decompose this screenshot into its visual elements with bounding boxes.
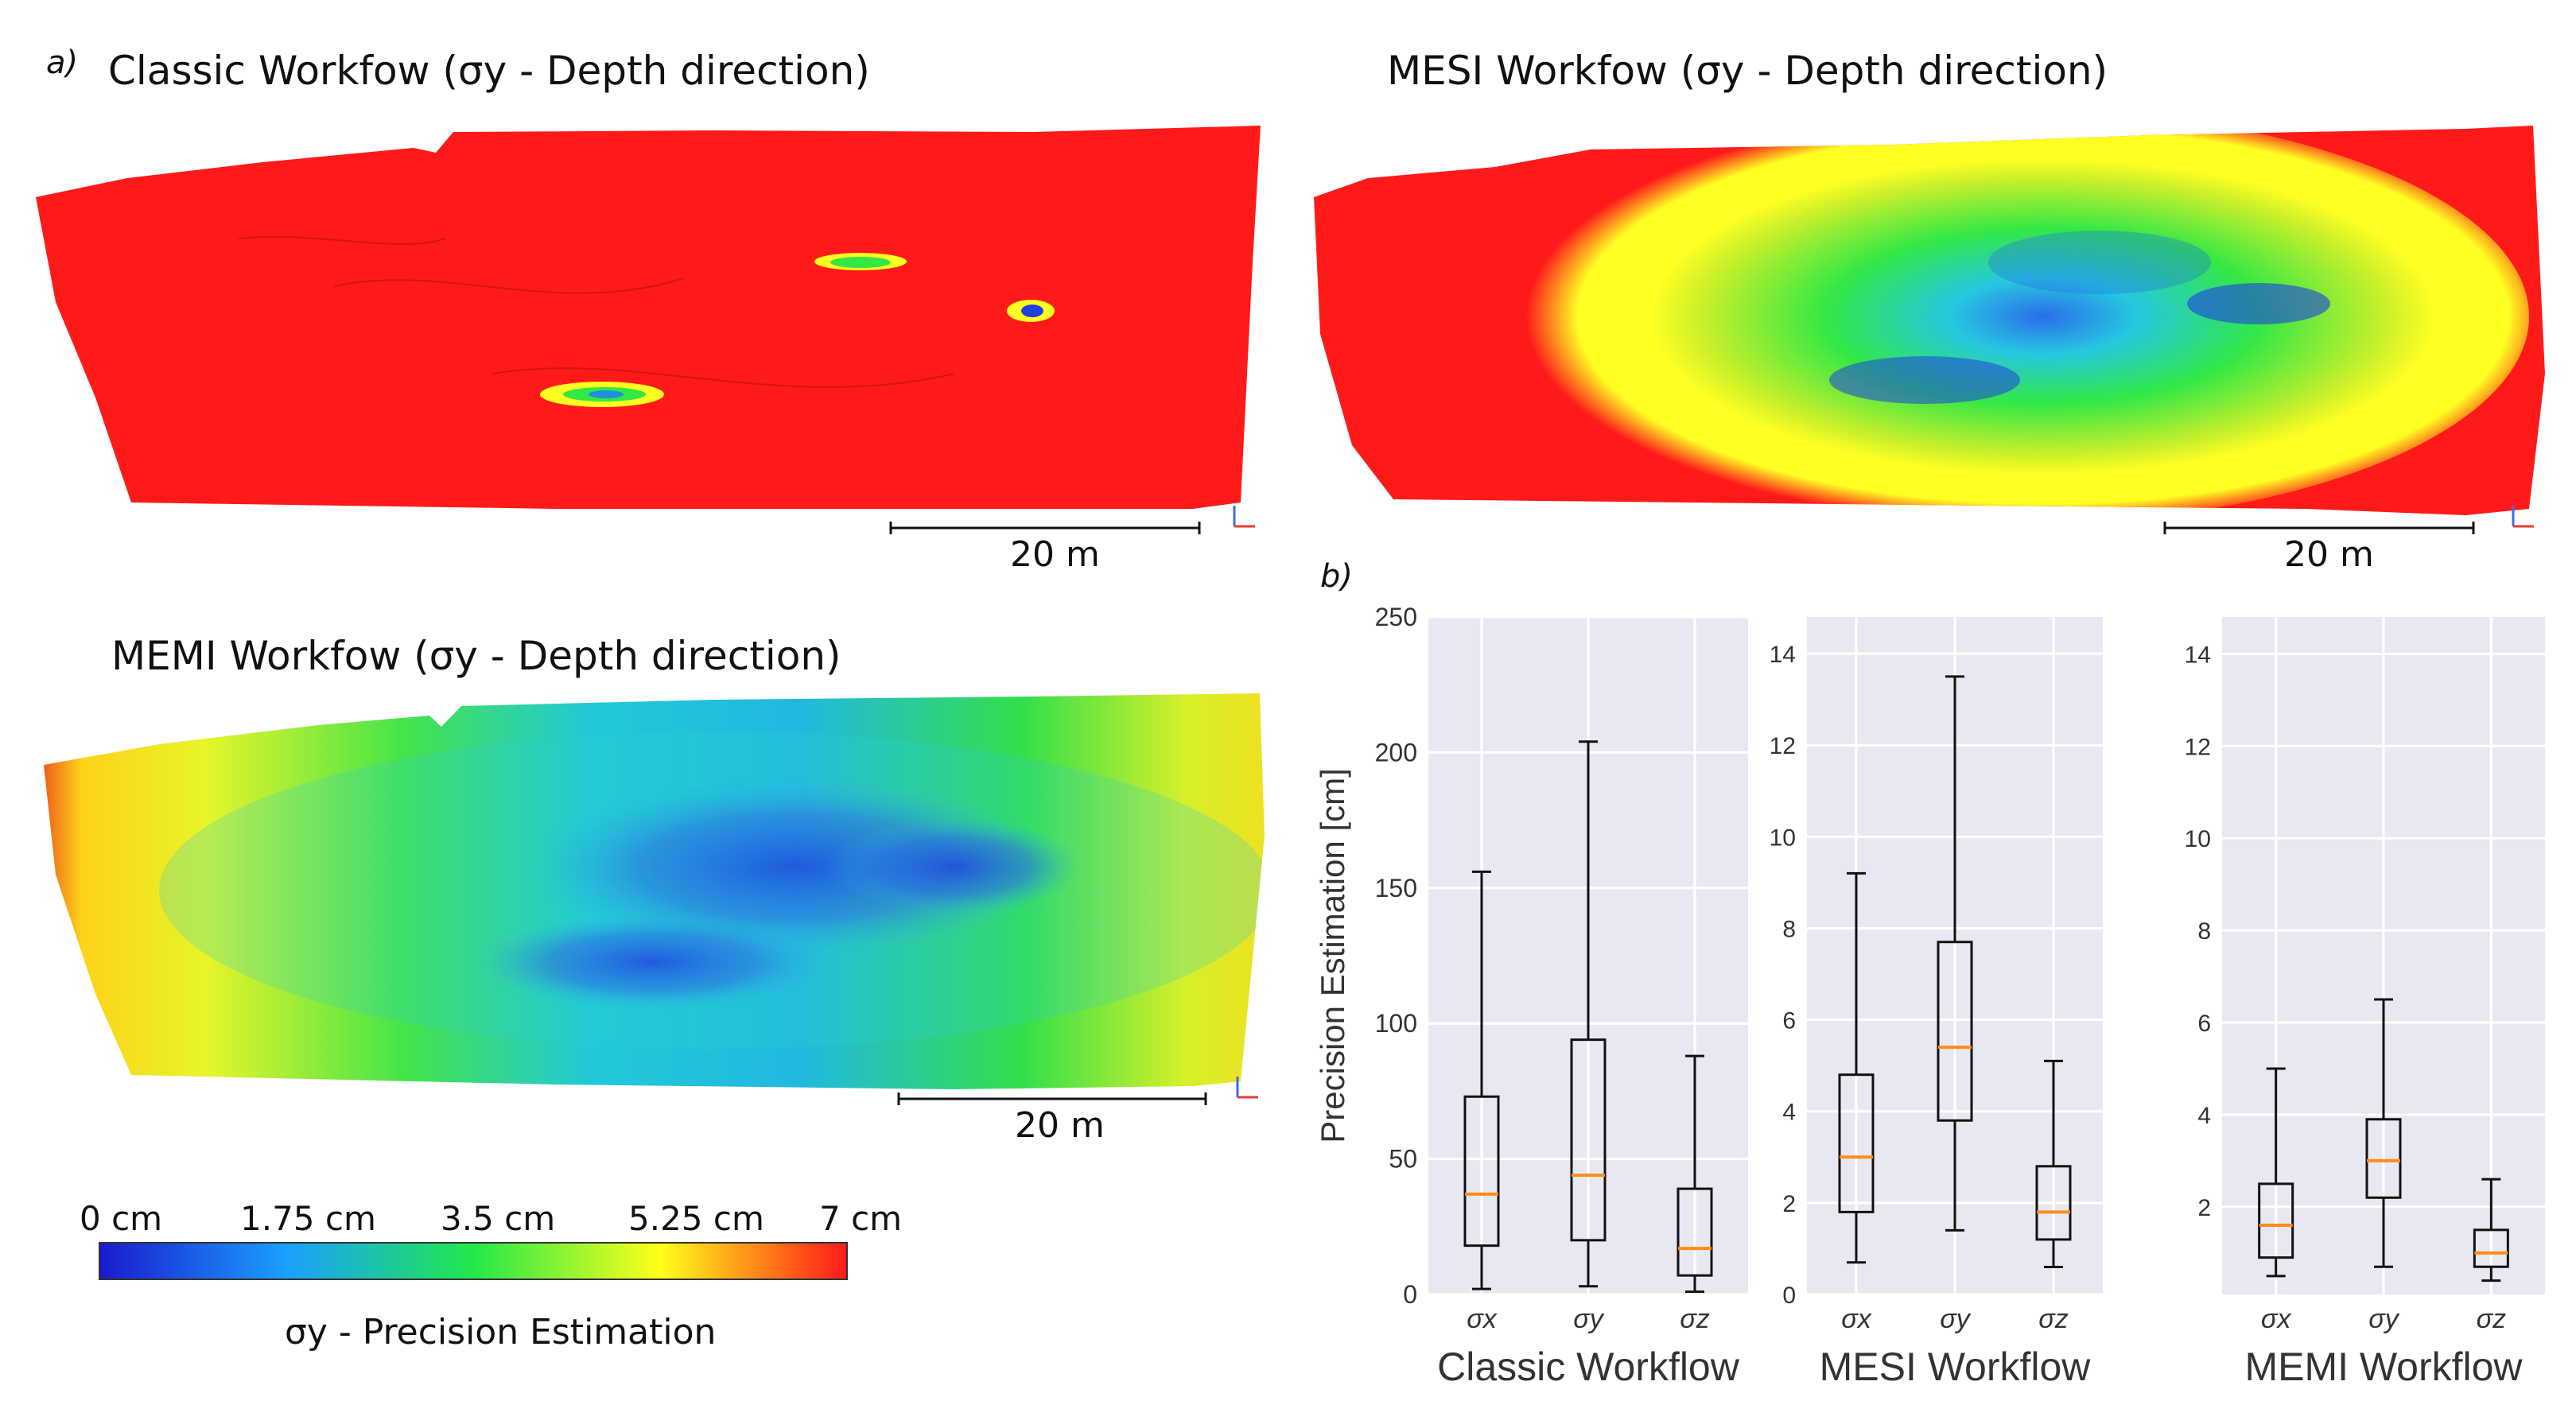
mesi-map-cloud	[1314, 126, 2545, 515]
colorbar-tick-2: 3.5 cm	[441, 1199, 556, 1238]
memi-scale-bar	[897, 1092, 1207, 1105]
iqr-box	[2258, 1182, 2294, 1259]
iqr-box	[1570, 1038, 1607, 1242]
y-tick-label: 12	[1770, 733, 1796, 759]
y-tick-label: 150	[1375, 874, 1417, 902]
chart-title: MESI Workflow	[1820, 1345, 2092, 1389]
mesi-map-title: MESI Workfow (σy - Depth direction)	[1387, 48, 2108, 94]
x-tick-label: σy	[1940, 1304, 1972, 1334]
iqr-box	[2365, 1118, 2402, 1199]
y-tick-label: 10	[1770, 825, 1796, 851]
box-1-2	[2035, 1059, 2072, 1268]
boxplot-0: 0 50 100 150 200 250 σx σy σz Classic Workflow Pre…	[1314, 603, 1748, 1389]
y-tick-label: 14	[1770, 642, 1796, 668]
box-1-1	[1937, 675, 1973, 1232]
box-1-0	[1838, 871, 1875, 1264]
mesi-scale-bar	[2163, 522, 2475, 534]
x-tick-label: σx	[1467, 1304, 1498, 1334]
y-tick-label: 10	[2185, 826, 2211, 852]
classic-map-title: Classic Workfow (σy - Depth direction)	[108, 48, 870, 94]
memi-axis-glyph	[1236, 1077, 1258, 1099]
y-tick-label: 200	[1375, 738, 1417, 766]
y-tick-label: 250	[1375, 603, 1417, 631]
classic-map-patch-2	[1007, 300, 1055, 322]
box-0-2	[1677, 1054, 1713, 1294]
classic-map-patch-1	[814, 253, 907, 270]
classic-axis-glyph	[1233, 506, 1255, 528]
maps-svg	[36, 126, 2545, 1105]
colorbar-tick-4: 7 cm	[819, 1199, 903, 1238]
box-0-0	[1463, 870, 1500, 1290]
iqr-box	[2473, 1228, 2509, 1268]
y-tick-label: 2	[2197, 1195, 2211, 1221]
chart-title: Classic Workflow	[1437, 1345, 1740, 1389]
y-tick-label: 4	[1782, 1100, 1796, 1126]
box-0-1	[1570, 740, 1607, 1288]
y-tick-label: 50	[1389, 1145, 1417, 1174]
box-2-0	[2258, 1067, 2294, 1278]
y-tick-label: 6	[1782, 1008, 1796, 1034]
iqr-box	[1838, 1073, 1875, 1213]
colorbar-tick-3: 5.25 cm	[628, 1199, 764, 1238]
y-tick-label: 2	[1782, 1191, 1796, 1217]
chart-title: MEMI Workflow	[2244, 1345, 2523, 1389]
colorbar-title: σy - Precision Estimation	[285, 1312, 717, 1352]
y-tick-label: 14	[2185, 642, 2211, 668]
classic-map-crack	[238, 235, 955, 388]
y-axis-label: Precision Estimation [cm]	[1314, 768, 1351, 1143]
iqr-box	[2035, 1165, 2072, 1241]
panel-a-letter: a)	[46, 45, 79, 81]
x-tick-label: σz	[1680, 1304, 1710, 1334]
colorbar-tick-1: 1.75 cm	[240, 1199, 376, 1238]
iqr-box	[1677, 1187, 1713, 1277]
y-tick-label: 0	[1782, 1282, 1796, 1309]
y-tick-label: 8	[2197, 918, 2211, 945]
y-tick-label: 100	[1375, 1009, 1417, 1038]
iqr-box	[1937, 941, 1973, 1122]
classic-map-cloud	[36, 126, 1261, 509]
mesi-axis-glyph	[2512, 506, 2534, 528]
x-tick-label: σy	[1573, 1304, 1605, 1334]
y-tick-label: 6	[2197, 1011, 2211, 1037]
y-tick-label: 12	[2185, 734, 2211, 760]
colorbar-tick-0: 0 cm	[80, 1199, 163, 1238]
memi-map-title: MEMI Workfow (σy - Depth direction)	[111, 633, 841, 679]
x-tick-label: σx	[2261, 1304, 2292, 1334]
x-tick-label: σz	[2477, 1304, 2507, 1334]
classic-scale-bar	[889, 522, 1201, 534]
colorbar-gradient	[99, 1242, 848, 1280]
boxplot-2: 2 4 6 8 10 12 14 σx σy σz MEMI Workflow	[2185, 617, 2545, 1389]
box-2-2	[2473, 1178, 2509, 1282]
iqr-box	[1463, 1095, 1500, 1248]
y-tick-label: 8	[1782, 916, 1796, 942]
x-tick-label: σz	[2038, 1304, 2069, 1334]
classic-scale-label: 20 m	[1010, 534, 1100, 575]
box-2-1	[2365, 998, 2402, 1268]
memi-map-cloud	[44, 693, 1265, 1089]
classic-map-patch-3	[540, 382, 664, 407]
mesi-scale-label: 20 m	[2284, 534, 2374, 575]
y-tick-label: 0	[1403, 1280, 1417, 1309]
x-tick-label: σx	[1841, 1304, 1872, 1334]
memi-scale-label: 20 m	[1015, 1105, 1105, 1146]
y-tick-label: 4	[2197, 1103, 2211, 1129]
panel-b-letter: b)	[1320, 558, 1353, 595]
x-tick-label: σy	[2368, 1304, 2400, 1334]
boxplot-1: 0 2 4 6 8 10 12 14 σx σy σz MESI Workflow	[1770, 617, 2103, 1389]
